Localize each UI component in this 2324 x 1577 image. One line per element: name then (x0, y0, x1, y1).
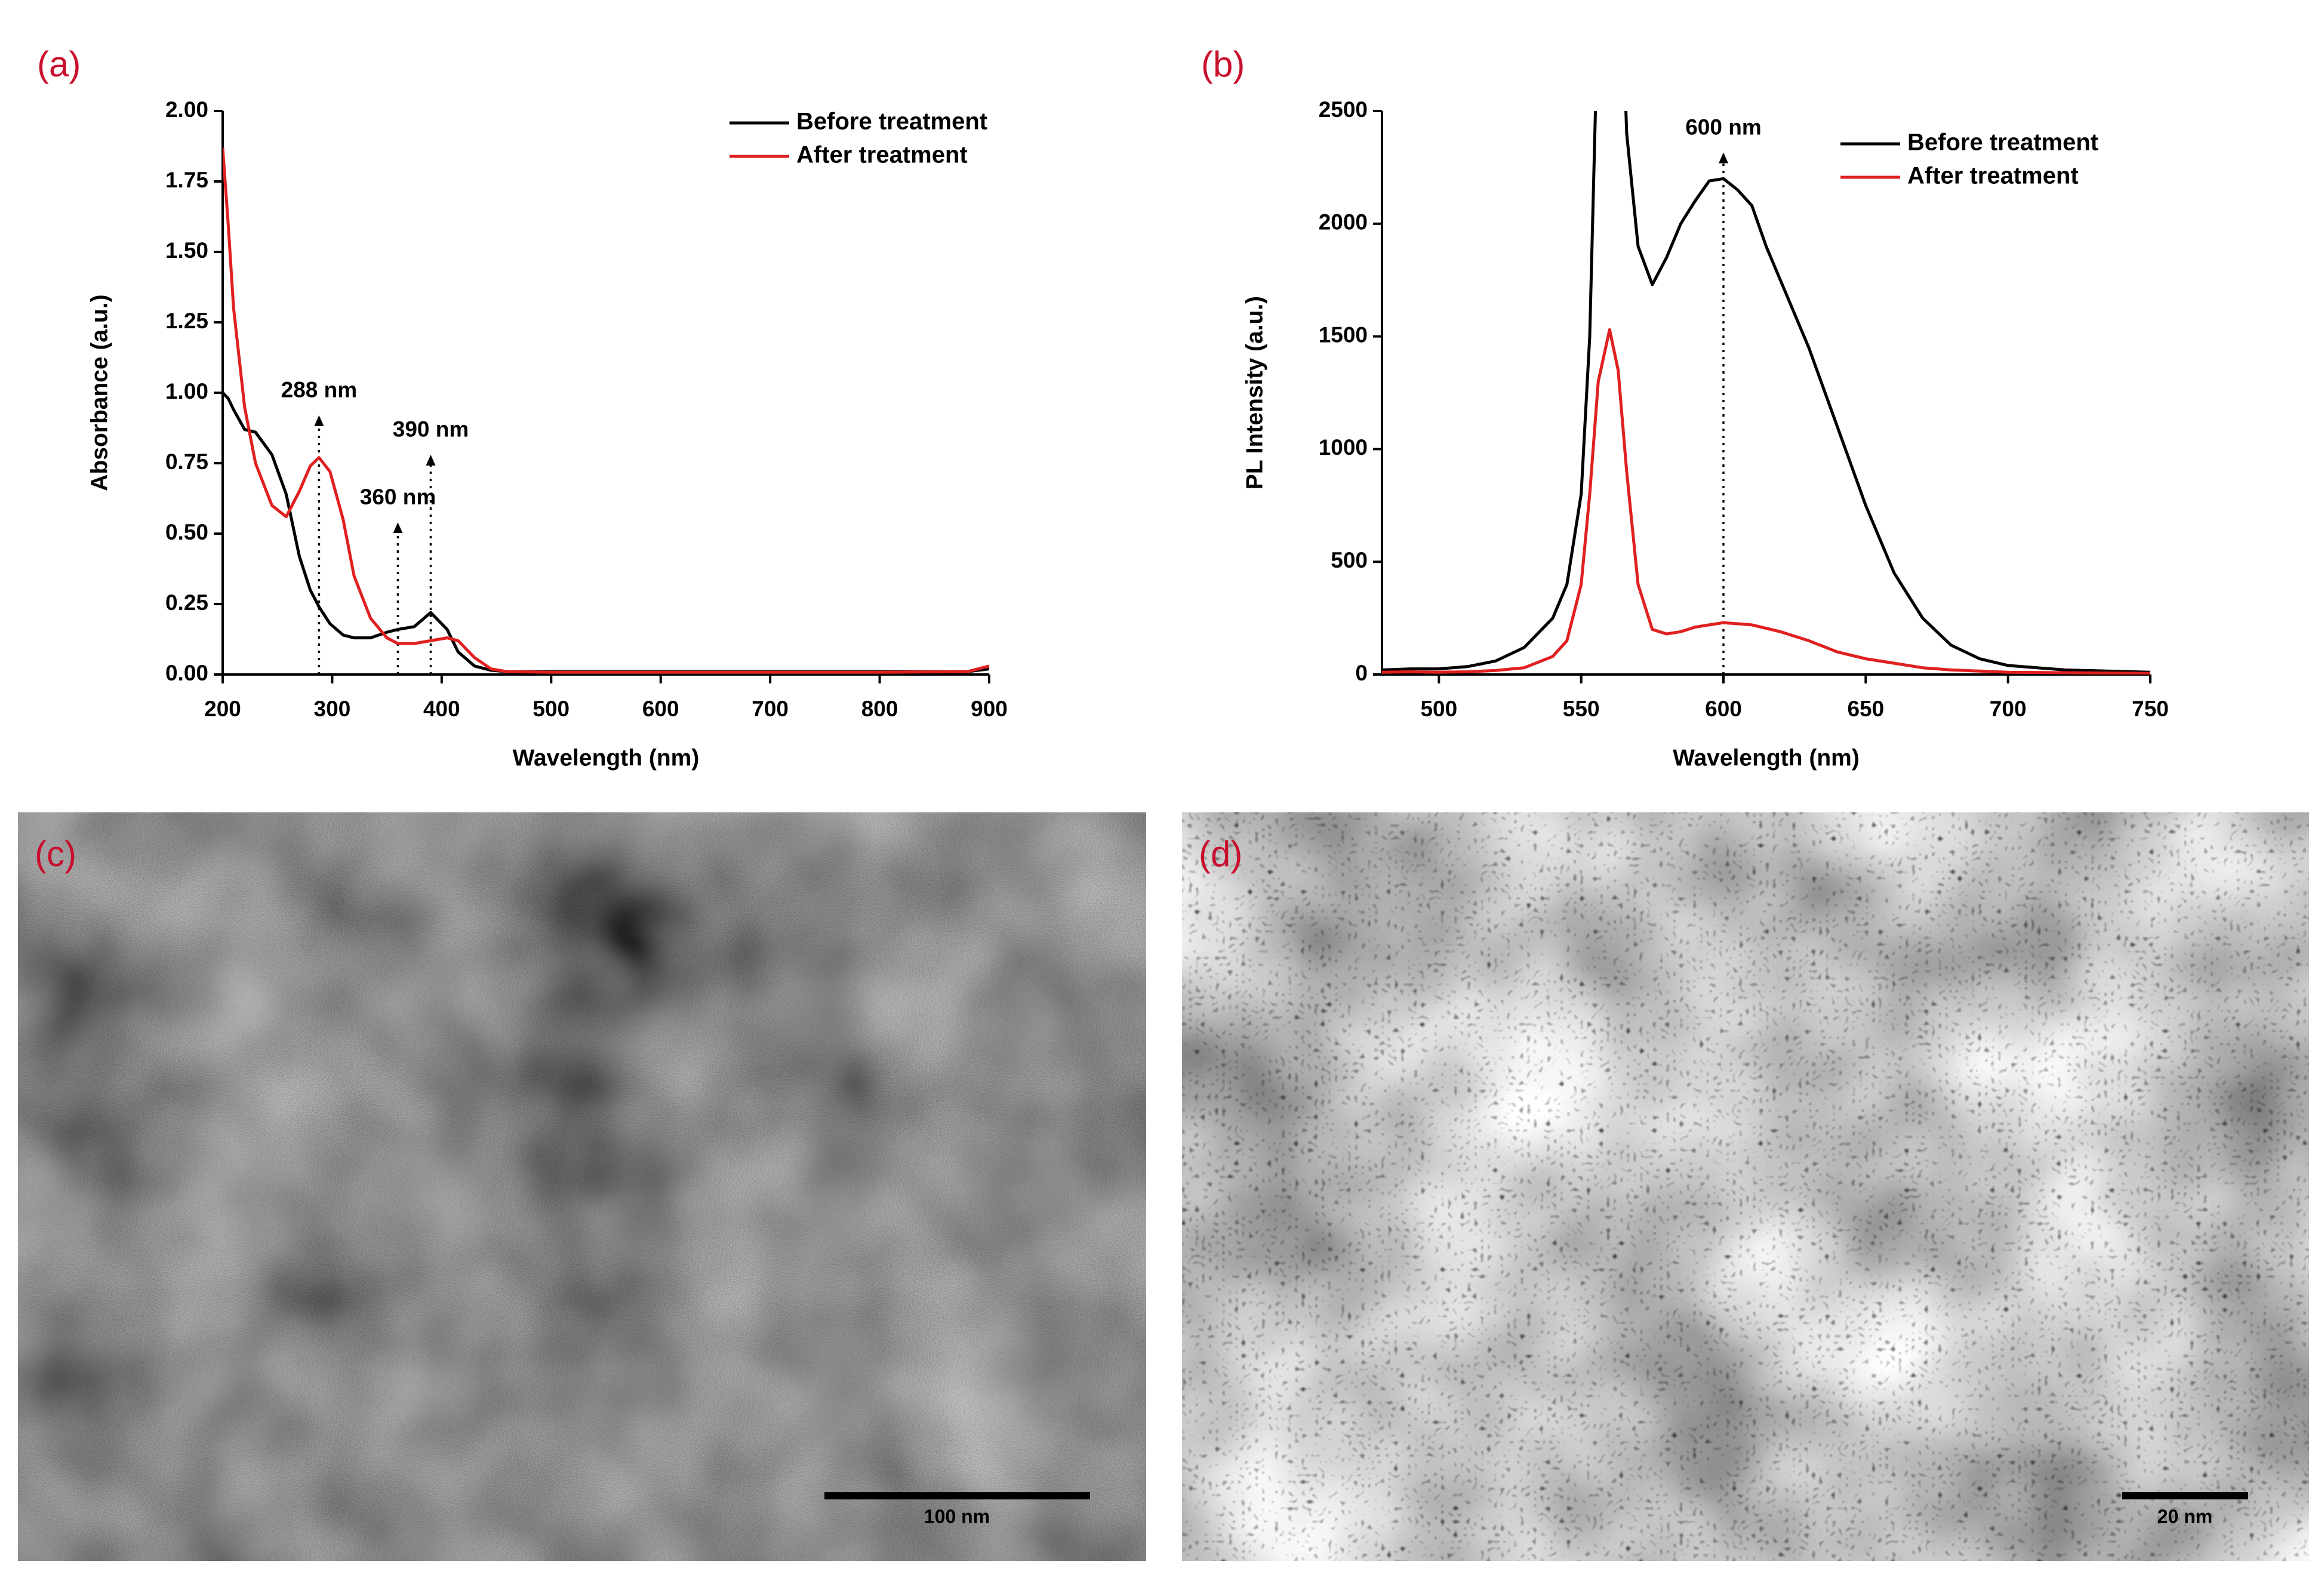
panel-label: (d) (1199, 834, 1242, 874)
x-tick-label: 650 (1847, 697, 1884, 721)
series-line (1382, 328, 2150, 674)
x-tick-label: 750 (2132, 697, 2169, 721)
y-tick-label: 1500 (1319, 322, 1368, 347)
scale-bar-label: 20 nm (2157, 1505, 2212, 1527)
scale-bar (2122, 1492, 2248, 1499)
y-tick-label: 500 (1331, 548, 1368, 572)
x-tick-label: 400 (423, 697, 460, 721)
x-axis-title: Wavelength (nm) (1673, 745, 1860, 771)
chart: (b) 0 500 1000 1500 2000 2500 500 550 600 650 700 75… (1201, 44, 2169, 771)
x-tick-label: 900 (971, 697, 1008, 721)
annotation-arrow (1719, 152, 1728, 164)
legend-label: After treatment (796, 142, 968, 168)
y-tick-label: 2000 (1319, 210, 1368, 235)
x-tick-label: 700 (752, 697, 789, 721)
y-tick-label: 2.00 (165, 97, 208, 122)
y-tick-label: 2500 (1319, 97, 1368, 122)
y-tick-label: 0.25 (165, 590, 208, 615)
scale-bar (824, 1492, 1090, 1499)
legend-label: Before treatment (1907, 130, 2098, 156)
series-line (223, 392, 989, 673)
annotation: 600 nm (1685, 115, 1762, 139)
tem-picture (1182, 812, 2309, 1561)
annotation-arrow (393, 522, 403, 534)
x-tick-label: 300 (314, 697, 351, 721)
panel-label: (c) (35, 834, 76, 874)
chart: (a) 0.00 0.25 0.50 0.75 1.00 1.25 1.50 1.75 2.00 2… (37, 44, 1008, 771)
series-line (223, 147, 989, 674)
panel-label: (a) (37, 44, 81, 84)
tem-image-c: (c) 100 nm (18, 812, 1146, 1561)
y-tick-label: 0.50 (165, 520, 208, 544)
y-tick-label: 1.25 (165, 309, 208, 333)
x-tick-label: 550 (1563, 697, 1600, 721)
annotation: 288 nm (281, 378, 358, 402)
x-tick-label: 500 (532, 697, 570, 721)
x-tick-label: 600 (1705, 697, 1742, 721)
annotation-arrow (426, 454, 436, 466)
y-axis-title: Absorbance (a.u.) (87, 294, 112, 491)
plot-area (223, 147, 989, 674)
y-tick-label: 0 (1355, 661, 1368, 685)
x-axis-title: Wavelength (nm) (513, 745, 700, 771)
y-tick-label: 1.00 (165, 379, 208, 404)
annotation: 360 nm (360, 485, 436, 509)
y-tick-label: 1000 (1319, 435, 1368, 460)
plot-area (1382, 111, 2150, 674)
tem-image-d: (d) 20 nm (1182, 812, 2309, 1561)
x-tick-label: 800 (861, 697, 898, 721)
y-tick-label: 0.75 (165, 449, 208, 474)
y-tick-label: 1.75 (165, 168, 208, 192)
panel-label: (b) (1201, 44, 1245, 84)
x-tick-label: 200 (204, 697, 241, 721)
legend-label: After treatment (1907, 163, 2079, 189)
annotation-arrow (314, 415, 324, 426)
x-tick-label: 600 (642, 697, 679, 721)
y-tick-label: 0.00 (165, 661, 208, 685)
x-tick-label: 500 (1420, 697, 1457, 721)
tem-picture (18, 812, 1146, 1561)
annotation: 390 nm (393, 417, 469, 442)
y-axis-title: PL Intensity (a.u.) (1242, 296, 1267, 489)
legend-label: Before treatment (796, 109, 987, 135)
x-tick-label: 700 (1990, 697, 2027, 721)
scale-bar-label: 100 nm (924, 1505, 990, 1527)
series-line (1382, 111, 2150, 674)
y-tick-label: 1.50 (165, 238, 208, 263)
